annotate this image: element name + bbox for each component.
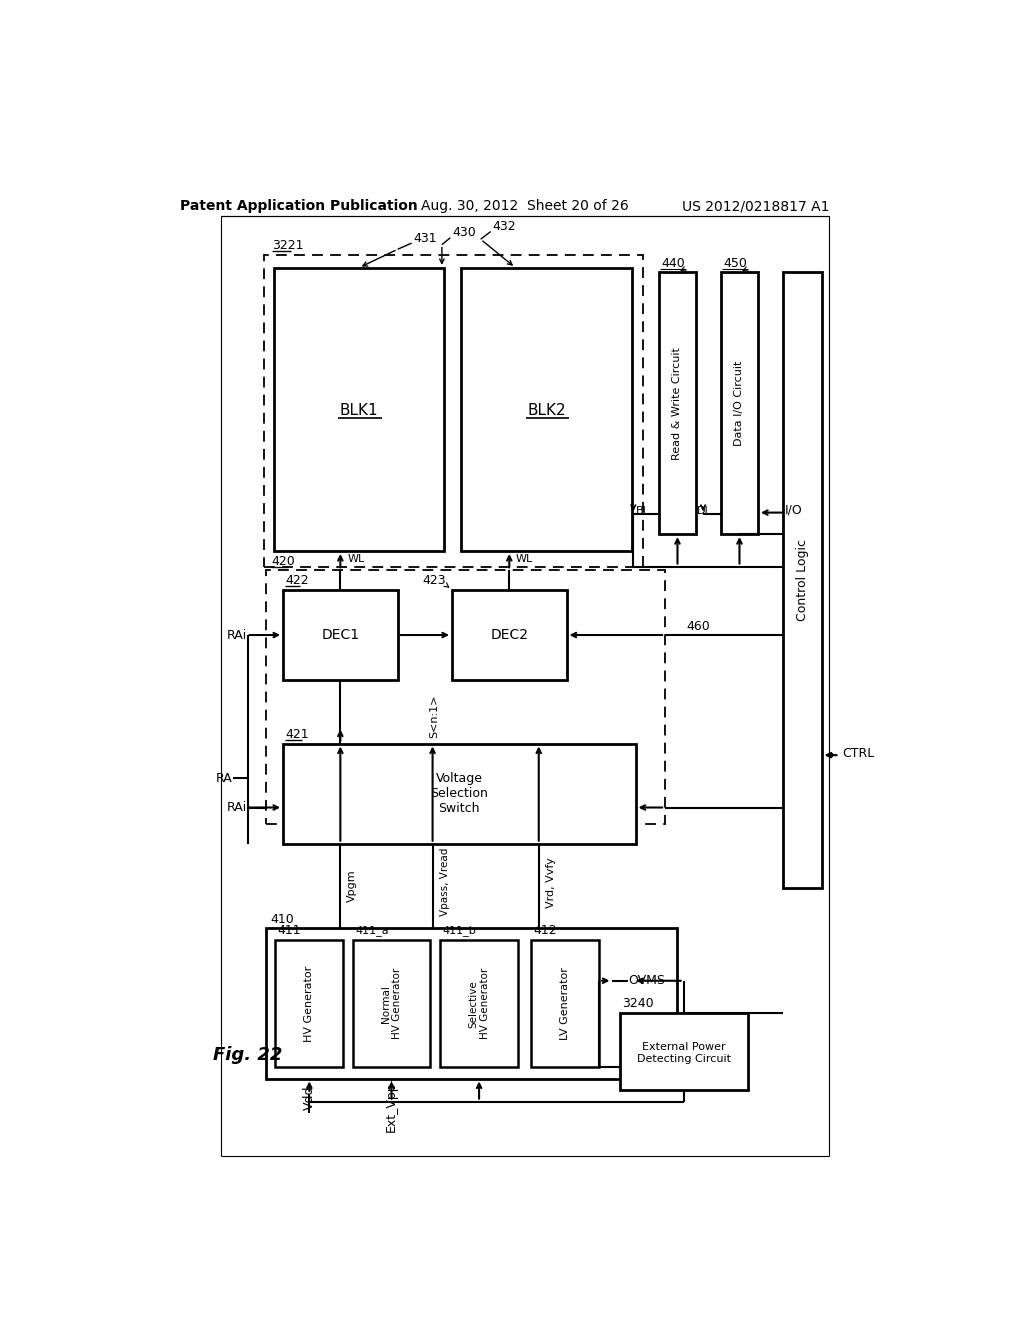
Text: 450: 450: [723, 256, 748, 269]
Text: WL: WL: [347, 554, 365, 564]
Text: Normal
HV Generator: Normal HV Generator: [381, 969, 402, 1039]
Bar: [721, 272, 758, 535]
Text: 431: 431: [414, 232, 437, 246]
Bar: [273, 268, 444, 552]
Bar: [266, 570, 665, 825]
Text: 420: 420: [271, 554, 295, 568]
Bar: [461, 268, 632, 552]
Text: LV Generator: LV Generator: [560, 968, 570, 1040]
Bar: [283, 590, 397, 681]
Text: 421: 421: [286, 727, 309, 741]
Text: Vpass, Vread: Vpass, Vread: [439, 847, 450, 916]
Text: DL: DL: [696, 506, 712, 516]
Text: Selective
HV Generator: Selective HV Generator: [468, 969, 489, 1039]
Bar: [263, 255, 643, 566]
Bar: [531, 940, 599, 1067]
Text: 423: 423: [423, 574, 446, 587]
Text: 412: 412: [534, 924, 557, 937]
Text: Vpgm: Vpgm: [347, 870, 357, 903]
Text: Vdd: Vdd: [303, 1085, 315, 1110]
Bar: [621, 1014, 748, 1090]
Text: Read & Write Circuit: Read & Write Circuit: [673, 347, 682, 459]
Text: 411_b: 411_b: [442, 925, 476, 936]
Bar: [658, 272, 696, 535]
Text: RAi: RAi: [226, 628, 247, 642]
Text: US 2012/0218817 A1: US 2012/0218817 A1: [682, 199, 829, 213]
Text: DEC1: DEC1: [322, 628, 359, 642]
Text: Fig. 22: Fig. 22: [213, 1047, 283, 1064]
Bar: [275, 940, 343, 1067]
Text: 411: 411: [278, 924, 301, 937]
Text: I/O: I/O: [785, 503, 803, 516]
Text: RAi: RAi: [226, 801, 247, 814]
Text: CTRL: CTRL: [843, 747, 874, 760]
Text: BLK2: BLK2: [527, 404, 566, 418]
Text: 430: 430: [452, 226, 476, 239]
Bar: [452, 590, 566, 681]
Text: Voltage
Selection
Switch: Voltage Selection Switch: [430, 772, 487, 816]
Text: BL: BL: [636, 506, 649, 516]
Text: WL: WL: [515, 554, 532, 564]
Text: Vrd, Vvfy: Vrd, Vvfy: [546, 857, 556, 908]
Text: 460: 460: [686, 620, 710, 634]
Text: Patent Application Publication: Patent Application Publication: [179, 199, 418, 213]
Bar: [783, 272, 821, 888]
Text: BLK1: BLK1: [340, 404, 378, 418]
Text: 440: 440: [662, 256, 685, 269]
Bar: [352, 940, 430, 1067]
Text: Control Logic: Control Logic: [796, 540, 809, 622]
Text: 3240: 3240: [622, 998, 653, 1010]
Text: 422: 422: [286, 574, 309, 587]
Text: 411_a: 411_a: [355, 925, 389, 936]
Text: Data I/O Circuit: Data I/O Circuit: [734, 360, 744, 446]
Text: RA: RA: [216, 772, 232, 785]
Text: OVMS: OVMS: [628, 974, 665, 987]
Bar: [440, 940, 518, 1067]
Text: 410: 410: [270, 912, 294, 925]
Text: 3221: 3221: [272, 239, 304, 252]
Bar: [283, 743, 636, 843]
Text: 432: 432: [493, 219, 516, 232]
Text: Ext_Vpp-: Ext_Vpp-: [385, 1076, 398, 1131]
Bar: [266, 928, 677, 1078]
Text: Aug. 30, 2012  Sheet 20 of 26: Aug. 30, 2012 Sheet 20 of 26: [421, 199, 629, 213]
Text: DEC2: DEC2: [490, 628, 528, 642]
Text: S<n:1>: S<n:1>: [429, 694, 439, 738]
Text: External Power
Detecting Circuit: External Power Detecting Circuit: [637, 1043, 731, 1064]
Text: HV Generator: HV Generator: [304, 966, 314, 1041]
